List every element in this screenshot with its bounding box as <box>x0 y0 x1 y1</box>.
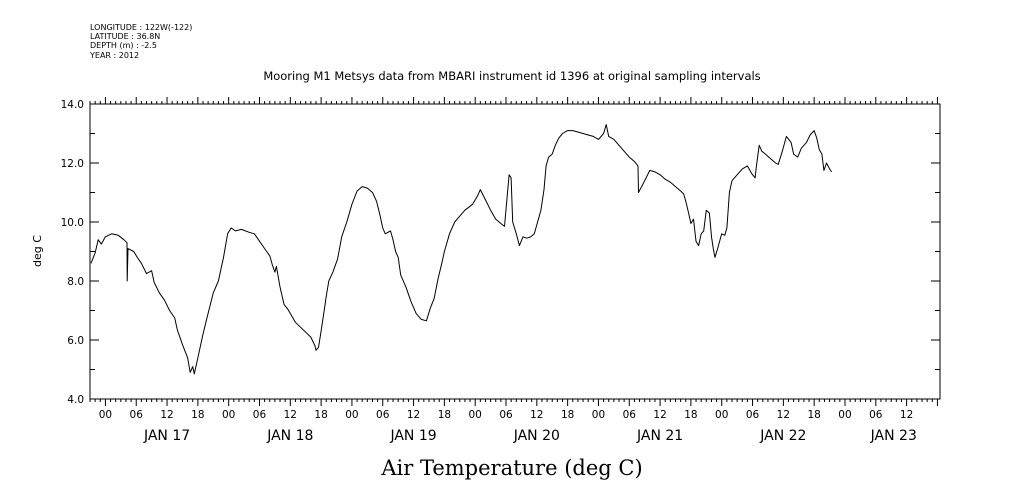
x-hour-tick-label: 12 <box>653 409 666 421</box>
x-hour-tick-label: 00 <box>715 409 728 421</box>
y-tick-label: 10.0 <box>61 217 84 229</box>
x-hour-tick-label: 12 <box>777 409 790 421</box>
plot-frame <box>89 103 941 400</box>
x-hour-tick-label: 06 <box>869 409 883 421</box>
x-hour-tick-label: 12 <box>284 409 297 421</box>
x-hour-tick-label: 18 <box>191 409 204 421</box>
header-depth: DEPTH (m) : -2.5 <box>90 41 157 50</box>
x-day-label: JAN 18 <box>266 428 313 444</box>
x-hour-tick-label: 00 <box>222 409 235 421</box>
x-hour-tick-label: 06 <box>253 409 267 421</box>
x-day-label: JAN 17 <box>143 428 190 444</box>
x-hour-tick-label: 18 <box>314 409 327 421</box>
x-day-label: JAN 22 <box>759 428 806 444</box>
x-day-label: JAN 19 <box>389 428 436 444</box>
x-hour-tick-label: 00 <box>99 409 112 421</box>
x-hour-tick-label: 12 <box>900 409 913 421</box>
y-tick-label: 6.0 <box>67 335 84 347</box>
x-hour-tick-label: 18 <box>438 409 451 421</box>
header-longitude: LONGITUDE : 122W(-122) <box>90 23 192 32</box>
x-hour-tick-label: 12 <box>407 409 420 421</box>
x-hour-tick-label: 12 <box>160 409 173 421</box>
y-axis-label: deg C <box>31 235 44 267</box>
y-axis-tick-labels: 4.0 6.0 8.0 10.0 12.0 14.0 <box>61 99 84 406</box>
header-metadata: LONGITUDE : 122W(-122) LATITUDE : 36.8N … <box>89 23 192 60</box>
x-hour-tick-label: 00 <box>838 409 851 421</box>
y-tick-label: 4.0 <box>67 394 84 406</box>
x-hour-tick-label: 18 <box>807 409 820 421</box>
header-latitude: LATITUDE : 36.8N <box>90 32 160 41</box>
x-hour-tick-label: 06 <box>746 409 760 421</box>
x-hour-tick-label: 00 <box>345 409 358 421</box>
x-day-label: JAN 21 <box>636 428 683 444</box>
y-tick-label: 14.0 <box>61 99 84 111</box>
axis-ticks <box>89 97 940 406</box>
x-hour-tick-label: 00 <box>592 409 605 421</box>
x-axis-day-labels: JAN 17 JAN 18 JAN 19 JAN 20 JAN 21 JAN 22 JAN … <box>143 428 917 444</box>
x-hour-tick-label: 06 <box>499 409 513 421</box>
x-hour-tick-label: 06 <box>130 409 144 421</box>
x-hour-tick-label: 18 <box>684 409 697 421</box>
x-day-label: JAN 20 <box>513 428 560 444</box>
header-year: YEAR : 2012 <box>89 51 139 60</box>
x-hour-tick-label: 18 <box>561 409 574 421</box>
x-hour-tick-label: 06 <box>376 409 390 421</box>
x-axis-hour-labels: 00 06 12 18 00 06 12 18 00 06 12 18 00 06 12 18 00 06 12 18… <box>99 409 914 421</box>
x-hour-tick-label: 12 <box>530 409 543 421</box>
chart-title: Mooring M1 Metsys data from MBARI instru… <box>263 69 760 83</box>
x-axis-label: Air Temperature (deg C) <box>380 456 642 480</box>
y-tick-label: 8.0 <box>67 276 84 288</box>
y-tick-label: 12.0 <box>61 158 84 170</box>
x-hour-tick-label: 06 <box>623 409 637 421</box>
x-hour-tick-label: 00 <box>469 409 482 421</box>
x-day-label: JAN 23 <box>870 428 917 444</box>
air-temperature-line <box>90 124 833 375</box>
